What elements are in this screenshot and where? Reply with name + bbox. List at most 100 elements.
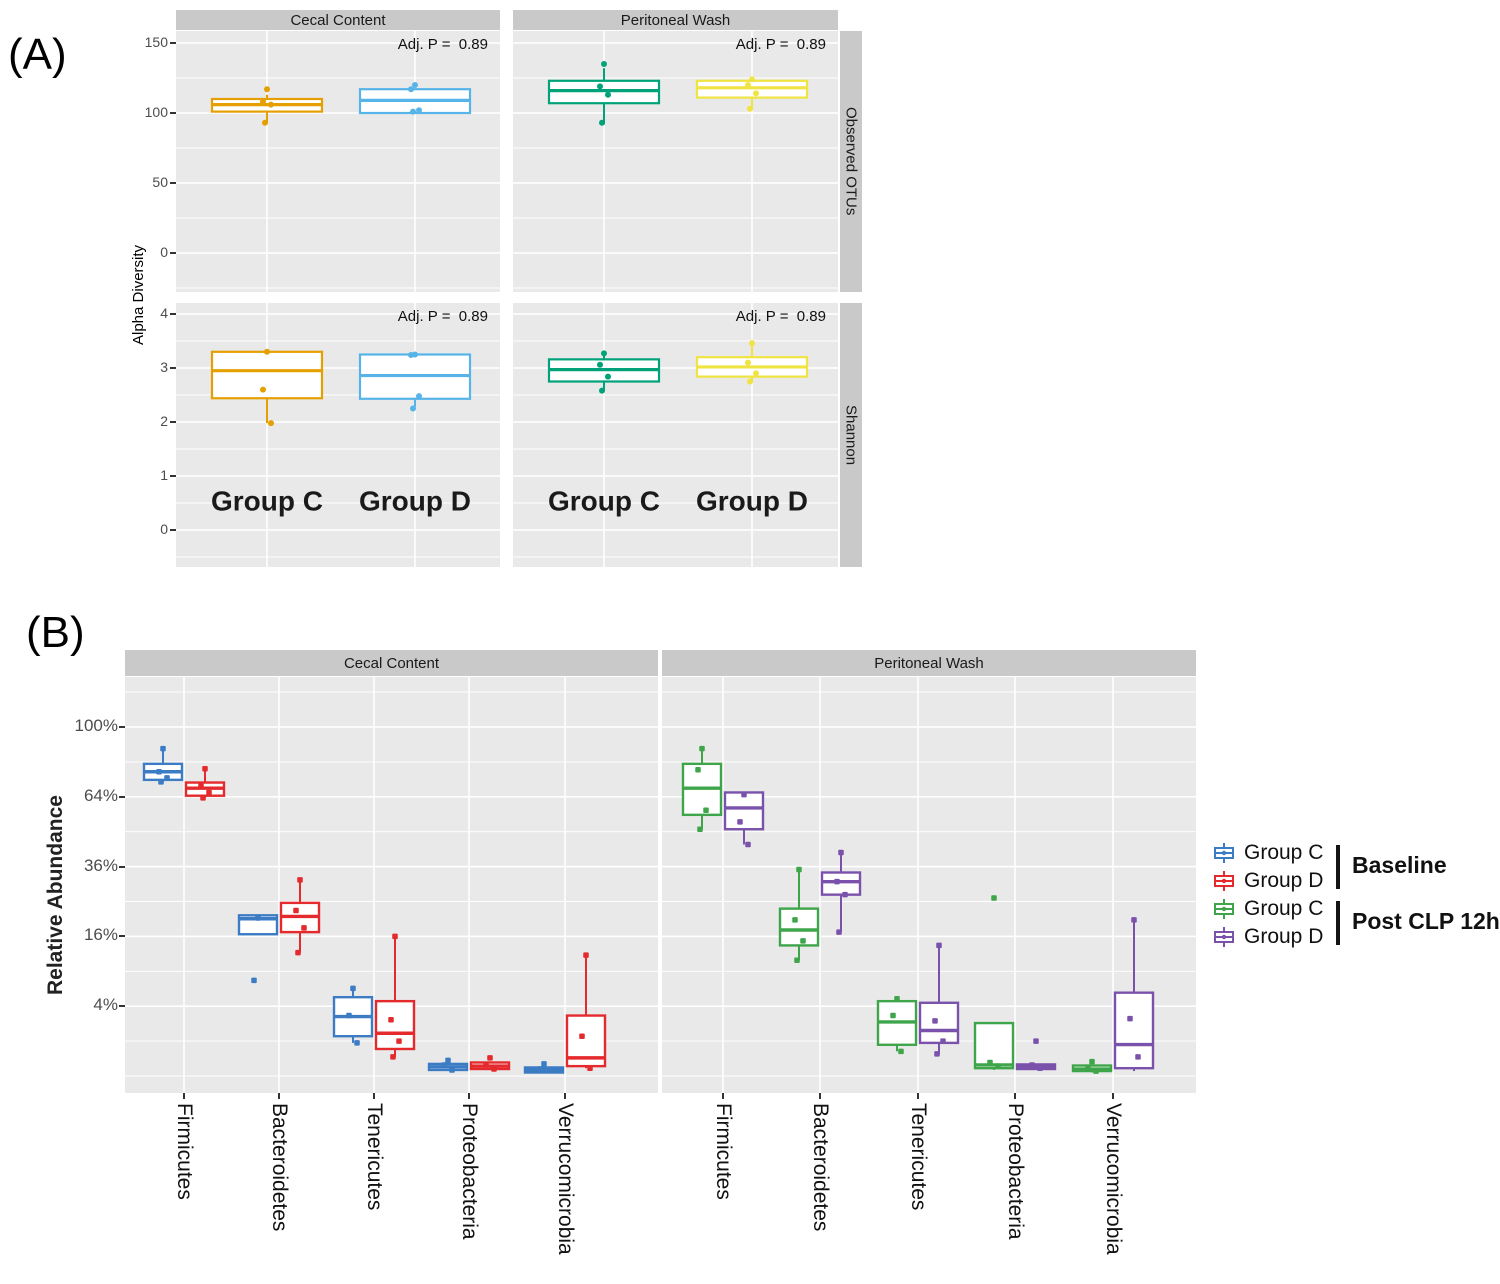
data-point	[390, 1054, 396, 1060]
y-tick-label: 100	[144, 104, 168, 120]
data-point	[842, 891, 848, 898]
x-category-label: Tenericutes	[907, 1103, 930, 1211]
data-point	[268, 420, 274, 427]
boxplot-group-d-baseline	[374, 999, 416, 1051]
x-tick-mark	[468, 1093, 470, 1099]
y-tick-label: 0	[160, 521, 168, 537]
panel-a-facet: Adj. P = 0.89	[176, 31, 500, 292]
data-point	[251, 977, 257, 984]
data-point	[1037, 1065, 1043, 1071]
data-point	[1085, 1064, 1091, 1071]
x-tick-mark	[1014, 1093, 1016, 1099]
x-category-label: Proteobacteria	[458, 1103, 481, 1240]
y-tick-mark	[170, 475, 176, 477]
facet-strip-row: Shannon	[840, 303, 862, 567]
data-point	[583, 952, 589, 958]
y-tick-label: 3	[160, 359, 168, 375]
y-tick-mark	[170, 529, 176, 531]
data-point	[894, 995, 900, 1002]
panel-a-label: (A)	[8, 30, 67, 79]
data-point	[416, 107, 422, 114]
y-tick-label: 4%	[93, 995, 118, 1015]
facet-strip-row-label: Observed OTUs	[842, 107, 860, 216]
boxplot-group-d-post-clp-12h	[723, 791, 765, 831]
boxplot-key-icon	[1214, 871, 1234, 891]
data-point	[753, 370, 759, 377]
data-point	[260, 98, 266, 105]
data-point	[834, 878, 840, 885]
data-point	[695, 767, 701, 773]
data-point	[1093, 1068, 1099, 1074]
data-point	[350, 985, 356, 992]
data-point	[737, 819, 743, 825]
boxplot-key-icon	[1214, 927, 1234, 947]
adj-p-annotation: Adj. P = 0.89	[736, 36, 826, 53]
legend-entry-label: Group D	[1244, 925, 1324, 948]
x-category-label: Verrucomicrobia	[554, 1103, 577, 1255]
data-point	[260, 386, 266, 393]
data-point	[1029, 1062, 1035, 1068]
data-point	[160, 745, 166, 752]
y-tick-label: 50	[152, 174, 168, 190]
data-point	[836, 929, 842, 935]
x-tick-mark	[819, 1093, 821, 1099]
data-point	[255, 915, 261, 921]
data-point	[940, 1038, 946, 1044]
x-category-label: Tenericutes	[363, 1103, 386, 1211]
data-point	[1127, 1015, 1133, 1022]
facet-strip-column: Cecal Content	[125, 650, 658, 676]
data-point	[297, 877, 303, 883]
data-point	[597, 83, 603, 90]
y-tick-label: 100%	[74, 716, 118, 735]
adj-p-annotation: Adj. P = 0.89	[398, 308, 488, 325]
data-point	[934, 1051, 940, 1057]
adj-p-annotation: Adj. P = 0.89	[398, 36, 488, 53]
data-point	[749, 76, 755, 83]
legend-entry-label: Group D	[1244, 869, 1324, 892]
data-point	[605, 91, 611, 98]
y-tick-mark	[170, 42, 176, 44]
y-tick-label: 2	[160, 413, 168, 429]
x-tick-mark	[278, 1093, 280, 1099]
data-point	[483, 1062, 489, 1068]
data-point	[354, 1040, 360, 1046]
data-point	[200, 795, 206, 801]
data-point	[601, 350, 607, 357]
data-point	[410, 405, 416, 412]
boxplot-group-c	[210, 350, 324, 400]
legend-entry-baseline-group-c: Group C	[1212, 841, 1323, 865]
group-label: Group C	[211, 485, 323, 516]
y-tick-mark	[170, 112, 176, 114]
data-point	[995, 1063, 1001, 1069]
boxplot-group-c-post-clp-12h	[973, 1021, 1015, 1070]
x-tick-mark	[373, 1093, 375, 1099]
data-point	[156, 768, 162, 775]
data-point	[1131, 917, 1137, 923]
data-point	[800, 938, 806, 944]
data-point	[741, 791, 747, 798]
legend-bracket-baseline-bar	[1336, 845, 1340, 889]
panel-a-facet: Adj. P = 0.89 Group C Group D	[513, 303, 838, 567]
x-category-label: Bacteroidetes	[809, 1103, 832, 1232]
data-point	[388, 1016, 394, 1023]
data-point	[597, 361, 603, 368]
adj-p-annotation: Adj. P = 0.89	[736, 308, 826, 325]
data-point	[745, 82, 751, 88]
legend-bracket-postclp-bar	[1336, 901, 1340, 945]
boxplot-group-d-post-clp-12h	[1113, 991, 1155, 1070]
panel-b-y-axis-title: Relative Abundance	[44, 795, 67, 995]
facet-strip-column: Peritoneal Wash	[513, 10, 838, 30]
data-point	[198, 783, 204, 789]
y-tick-label: 150	[144, 34, 168, 50]
y-tick-label: 64%	[83, 785, 118, 805]
boxplot-group-c-post-clp-12h	[778, 907, 820, 947]
data-point	[936, 942, 942, 949]
data-point	[587, 1065, 593, 1071]
data-point	[441, 1062, 447, 1068]
y-tick-mark	[170, 367, 176, 369]
y-tick-mark	[119, 726, 125, 728]
data-point	[396, 1038, 402, 1044]
data-point	[449, 1067, 455, 1073]
data-point	[605, 373, 611, 380]
data-point	[890, 1012, 896, 1019]
